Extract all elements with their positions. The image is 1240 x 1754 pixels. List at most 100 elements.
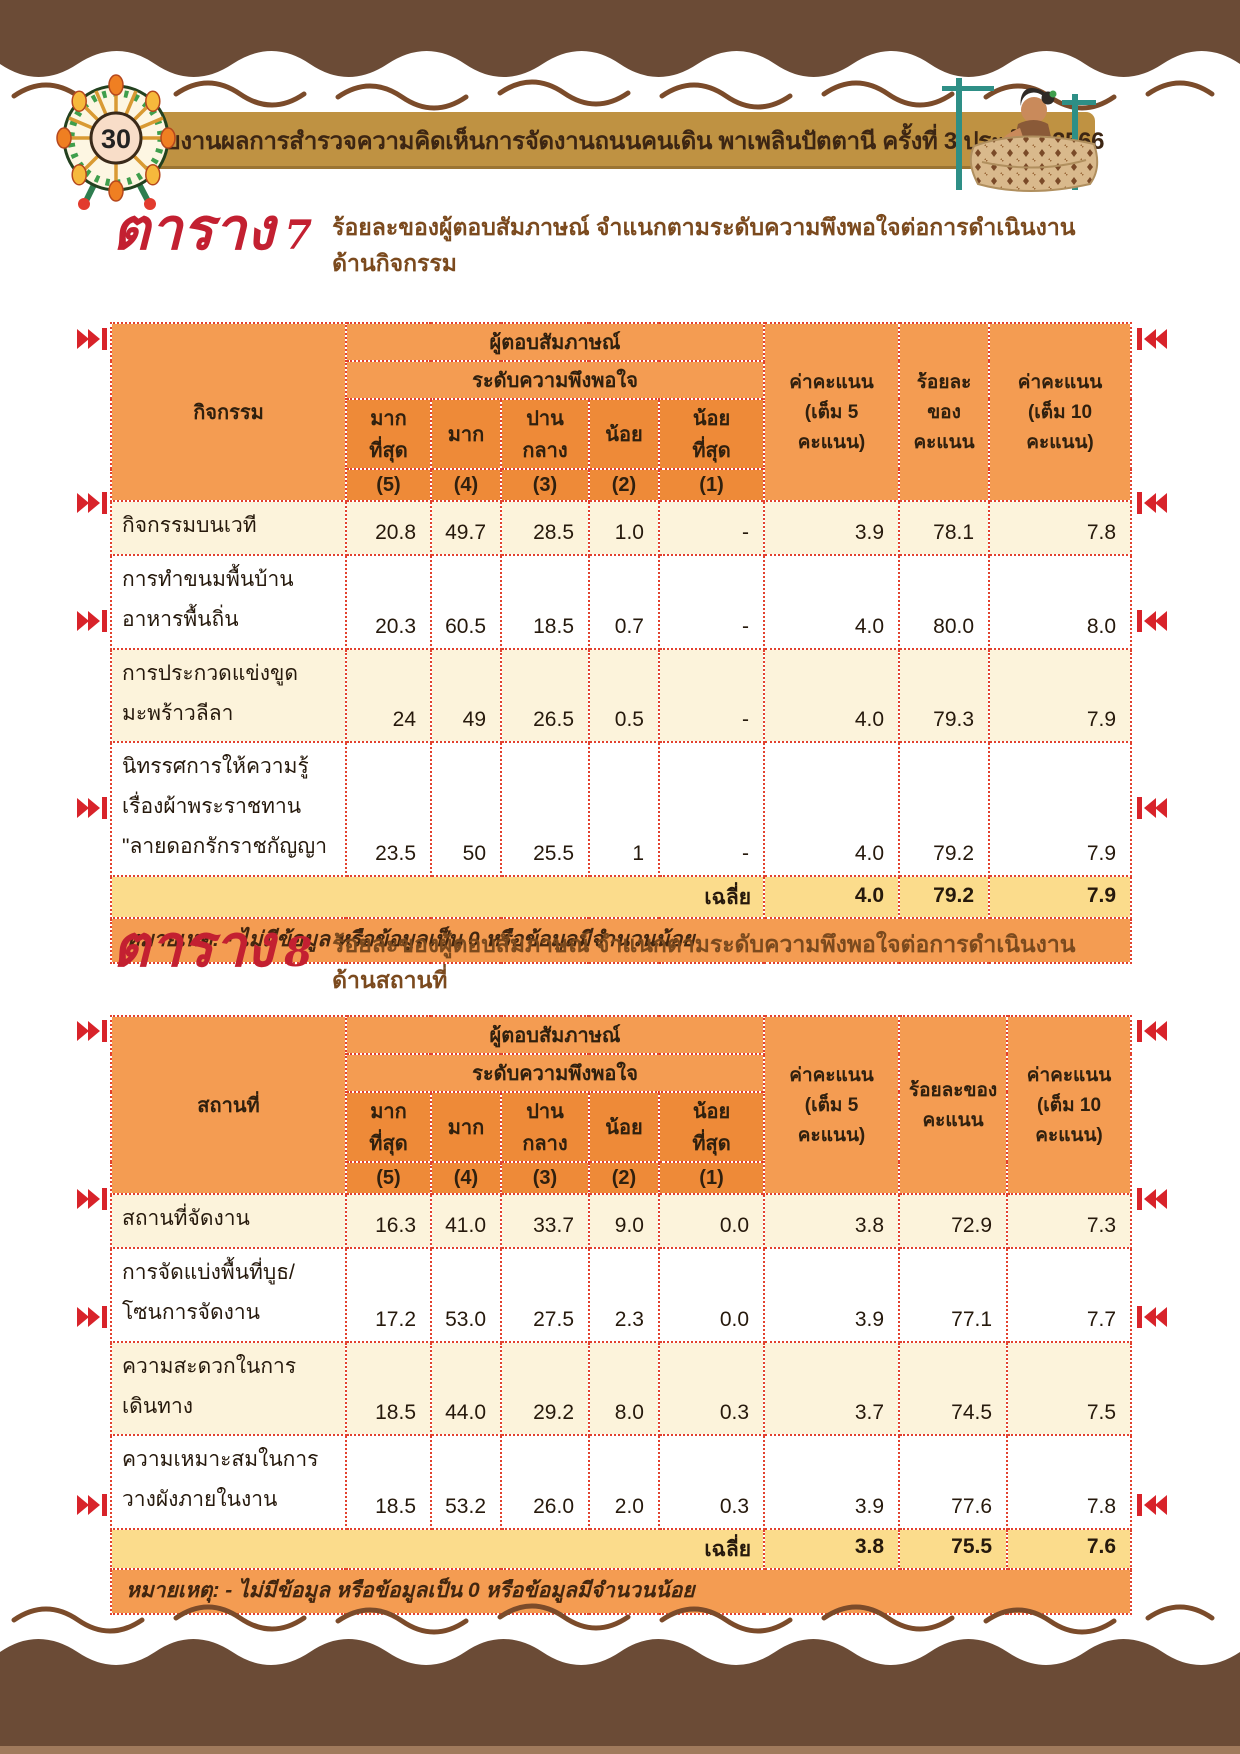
t8-level-header-little: น้อย: [588, 1091, 660, 1163]
t7-level-header-little: น้อย: [588, 398, 660, 470]
table-8-venue: สถานที่ ผู้ตอบสัมภาษณ์ ค่าคะแนน (เต็ม 5 …: [109, 1015, 1133, 1616]
data-cell: 77.6: [898, 1434, 1009, 1531]
table-note: หมายเหตุ: - ไม่มีข้อมูล หรือข้อมูลเป็น 0…: [109, 917, 1133, 965]
table7-script-word: ตาราง: [112, 195, 275, 263]
table-row: ความสะดวกในการ เดินทาง 18.5 44.0 29.2 8.…: [110, 1340, 1133, 1437]
t7-level-value-5: (5): [345, 468, 432, 502]
row-label: ความสะดวกในการ เดินทาง: [110, 1340, 347, 1437]
table7-title-line1: ร้อยละของผู้ตอบสัมภาษณ์ จำแนกตามระดับควา…: [332, 214, 1076, 240]
bottom-wave-decoration: [0, 1594, 1240, 1754]
data-cell: 53.2: [430, 1434, 502, 1531]
t8-level-header-much: มาก: [430, 1091, 502, 1163]
average-cell: 7.6: [1006, 1528, 1133, 1571]
table-row: การประกวดแข่งขูด มะพร้าวลีลา 24 49 26.5 …: [110, 647, 1133, 744]
table-row: นิทรรศการให้ความรู้ เรื่องผ้าพระราชทาน "…: [110, 741, 1133, 878]
table8-title-line1: ร้อยละของผู้ตอบสัมภาษณ์ จำแนกตามระดับควา…: [332, 931, 1076, 957]
t7-level-header-least: น้อย ที่สุด: [657, 398, 766, 470]
t8-level-value-2: (2): [588, 1161, 660, 1195]
data-cell: 17.2: [345, 1246, 432, 1343]
t7-level-value-4: (4): [430, 468, 502, 502]
data-cell: 3.8: [763, 1193, 901, 1249]
data-cell: -: [657, 553, 766, 650]
average-label: เฉลี่ย: [109, 1528, 766, 1571]
data-cell: 27.5: [500, 1246, 590, 1343]
t7-col-header-activity: กิจกรรม: [110, 322, 347, 502]
ferris-wheel-icon: 30: [46, 60, 186, 217]
data-cell: 4.0: [763, 553, 901, 650]
t8-col-header-score10: ค่าคะแนน (เต็ม 10 คะแนน): [1006, 1015, 1133, 1195]
top-wave-decoration: [0, 0, 1240, 117]
skip-marker-left-icon: [76, 1020, 110, 1042]
data-cell: 26.0: [500, 1434, 590, 1531]
table-row: กิจกรรมบนเวที 20.8 49.7 28.5 1.0 - 3.9 7…: [110, 500, 1133, 556]
data-cell: 60.5: [430, 553, 502, 650]
row-label: กิจกรรมบนเวที: [110, 500, 347, 556]
page-number: 30: [101, 124, 131, 154]
data-cell: -: [657, 500, 766, 556]
skip-marker-left-icon: [76, 328, 110, 350]
t8-level-value-5: (5): [345, 1161, 432, 1195]
table8-script-word: ตาราง: [112, 912, 275, 980]
t8-col-header-score5: ค่าคะแนน (เต็ม 5 คะแนน): [763, 1015, 901, 1195]
data-cell: 7.9: [988, 647, 1133, 744]
skip-marker-right-icon: [1134, 610, 1168, 632]
data-cell: 1.0: [588, 500, 660, 556]
table-row: ความเหมาะสมในการ วางผังภายในงาน 18.5 53.…: [110, 1434, 1133, 1531]
data-cell: 4.0: [763, 741, 901, 878]
t7-satisfaction-subgroup-header: ระดับความพึงพอใจ: [344, 360, 766, 400]
data-cell: 33.7: [500, 1193, 590, 1249]
data-cell: 18.5: [345, 1434, 432, 1531]
data-cell: 24: [345, 647, 432, 744]
skip-marker-right-icon: [1134, 1188, 1168, 1210]
data-cell: 3.7: [763, 1340, 901, 1437]
skip-marker-left-icon: [76, 1306, 110, 1328]
data-cell: 49: [430, 647, 502, 744]
data-cell: 80.0: [898, 553, 991, 650]
skip-marker-right-icon: [1134, 1306, 1168, 1328]
skip-marker-right-icon: [1134, 797, 1168, 819]
data-cell: 79.2: [898, 741, 991, 878]
t8-respondents-group-header: ผู้ตอบสัมภาษณ์: [344, 1015, 766, 1055]
average-cell: 75.5: [898, 1528, 1009, 1571]
data-cell: 16.3: [345, 1193, 432, 1249]
t7-level-header-much: มาก: [430, 398, 502, 470]
table-note: หมายเหตุ: - ไม่มีข้อมูล หรือข้อมูลเป็น 0…: [109, 1568, 1133, 1616]
skip-marker-right-icon: [1134, 492, 1168, 514]
data-cell: 49.7: [430, 500, 502, 556]
data-cell: 20.3: [345, 553, 432, 650]
data-cell: 3.9: [763, 500, 901, 556]
data-cell: 72.9: [898, 1193, 1009, 1249]
batik-weaver-illustration: [922, 76, 1112, 201]
data-cell: 29.2: [500, 1340, 590, 1437]
t7-respondents-group-header: ผู้ตอบสัมภาษณ์: [344, 322, 766, 362]
data-cell: 2.3: [588, 1246, 660, 1343]
skip-marker-left-icon: [76, 610, 110, 632]
table8-title: ตาราง 8 ร้อยละของผู้ตอบสัมภาษณ์ จำแนกตาม…: [112, 915, 1076, 998]
data-cell: -: [657, 647, 766, 744]
average-cell: 79.2: [898, 875, 991, 920]
skip-marker-right-icon: [1134, 1494, 1168, 1516]
skip-marker-right-icon: [1134, 1020, 1168, 1042]
t8-level-header-moderate: ปาน กลาง: [500, 1091, 590, 1163]
row-label: นิทรรศการให้ความรู้ เรื่องผ้าพระราชทาน "…: [110, 741, 347, 878]
page-banner: รายงานผลการสำรวจความคิดเห็นการจัดงานถนนค…: [141, 112, 1105, 169]
skip-marker-left-icon: [76, 1494, 110, 1516]
t8-level-header-most: มาก ที่สุด: [345, 1091, 432, 1163]
data-cell: 3.9: [763, 1434, 901, 1531]
row-label: การจัดแบ่งพื้นที่บูธ/ โซนการจัดงาน: [110, 1246, 347, 1343]
data-cell: 18.5: [345, 1340, 432, 1437]
average-row: เฉลี่ย 3.8 75.5 7.6: [109, 1528, 1133, 1571]
data-cell: 79.3: [898, 647, 991, 744]
data-cell: 53.0: [430, 1246, 502, 1343]
note-row: หมายเหตุ: - ไม่มีข้อมูล หรือข้อมูลเป็น 0…: [109, 917, 1133, 965]
data-cell: 77.1: [898, 1246, 1009, 1343]
skip-marker-left-icon: [76, 1188, 110, 1210]
average-cell: 7.9: [988, 875, 1133, 920]
t7-level-value-3: (3): [500, 468, 590, 502]
t7-level-header-most: มาก ที่สุด: [345, 398, 432, 470]
data-cell: 7.3: [1006, 1193, 1133, 1249]
t8-level-value-3: (3): [500, 1161, 590, 1195]
skip-marker-left-icon: [76, 492, 110, 514]
note-row: หมายเหตุ: - ไม่มีข้อมูล หรือข้อมูลเป็น 0…: [109, 1568, 1133, 1616]
